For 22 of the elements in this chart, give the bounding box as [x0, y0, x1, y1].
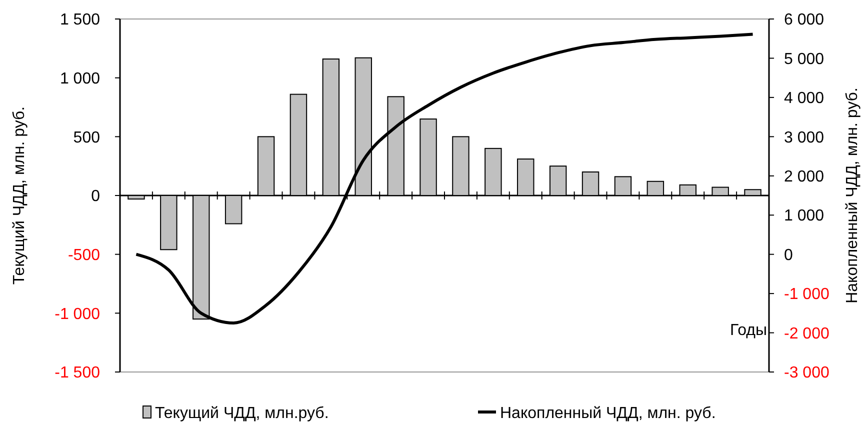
y-tick-label: -1 000 — [54, 306, 100, 323]
y-tick-label: -500 — [68, 246, 100, 264]
y2-tick-label: 4 000 — [784, 90, 824, 108]
y2-tick-label: 0 — [784, 246, 793, 264]
y2-tick-label: 2 000 — [784, 168, 824, 186]
y2-tick-label: 1 000 — [784, 208, 824, 225]
y-tick-label: -1 500 — [54, 364, 100, 382]
y2-tick-label: 6 000 — [784, 12, 824, 29]
y2-tick-label: 3 000 — [784, 129, 824, 146]
y-axis-title: Текущий ЧДД, млн. руб. — [11, 106, 28, 285]
y2-axis-title: Накопленный ЧДД, млн. руб. — [844, 88, 861, 304]
y-tick-label: 1 000 — [60, 70, 100, 88]
y-tick-label: 0 — [91, 188, 100, 206]
y2-tick-label: -3 000 — [784, 364, 830, 382]
legend-label: Накопленный ЧДД, млн. руб. — [500, 405, 716, 422]
x-axis-title: Годы — [730, 322, 767, 340]
y2-tick-label: -1 000 — [784, 286, 830, 304]
y-tick-label: 500 — [73, 129, 100, 146]
y-tick-label: 1 500 — [60, 12, 100, 29]
legend-label: Текущий ЧДД, млн.руб. — [155, 405, 329, 422]
y2-tick-label: 5 000 — [784, 50, 824, 68]
y2-tick-label: -2 000 — [784, 325, 830, 342]
